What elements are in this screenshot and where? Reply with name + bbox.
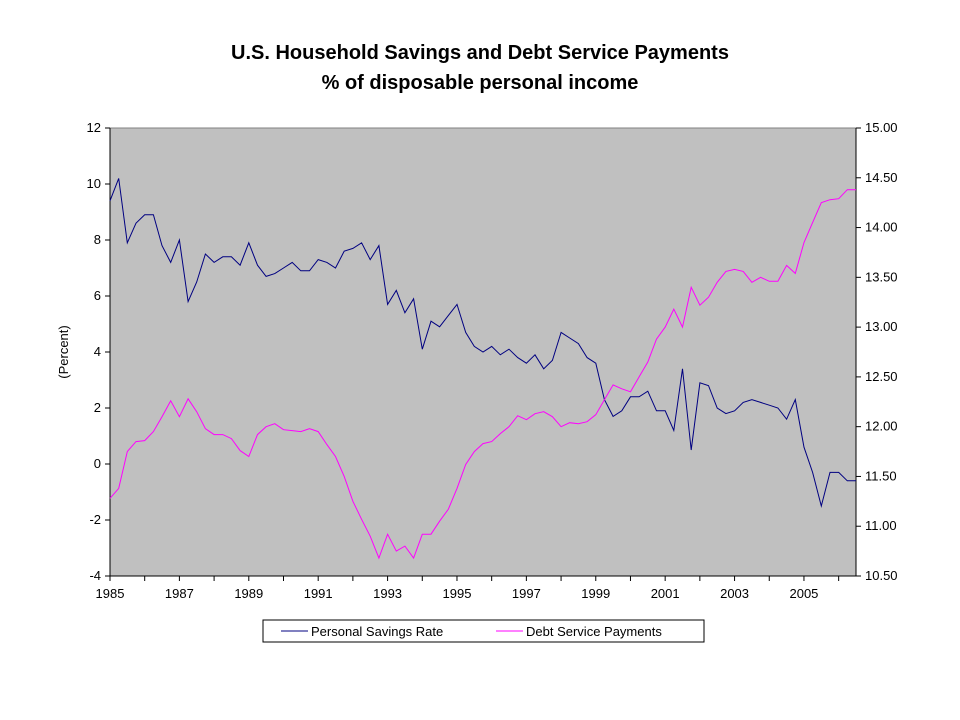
y-axis-label: (Percent) — [56, 325, 71, 378]
chart-title: U.S. Household Savings and Debt Service … — [231, 42, 729, 64]
series-line-personal-savings-rate — [109, 178, 856, 508]
y-right-tick-label: 11.00 — [865, 518, 897, 533]
legend: Personal Savings Rate Debt Service Payme… — [262, 619, 705, 643]
x-tick-label: 1991 — [304, 586, 333, 601]
x-tick-label: 2001 — [651, 586, 680, 601]
chart-subtitle: % of disposable personal income — [321, 72, 639, 94]
y-right-tick-label: 14.00 — [865, 220, 898, 235]
chart-title-block: U.S. Household Savings and Debt Service … — [0, 38, 960, 98]
y-left-tick-label: -2 — [89, 512, 101, 527]
y-left-tick-label: 6 — [94, 288, 101, 303]
y-right-tick-label: 13.50 — [865, 269, 898, 284]
x-tick-label: 1989 — [234, 586, 263, 601]
x-tick-label: 1985 — [96, 586, 125, 601]
y-right-tick-label: 12.50 — [865, 369, 898, 384]
x-tick-label: 1997 — [512, 586, 541, 601]
series-layer — [109, 178, 856, 560]
axes-layer: 12 10 8 6 4 2 0 -2 -4 15.00 14.50 14.00 13.50 13.00 12… — [87, 120, 898, 601]
y-left-tick-label: 8 — [94, 232, 101, 247]
legend-label-savings: Personal Savings Rate — [311, 624, 443, 639]
y-right-tick-label: 10.50 — [865, 568, 898, 583]
y-left-tick-label: 12 — [87, 120, 101, 135]
legend-label-debt: Debt Service Payments — [526, 624, 662, 639]
legend-box — [262, 619, 705, 643]
x-tick-label: 2005 — [789, 586, 818, 601]
x-tick-label: 1993 — [373, 586, 402, 601]
x-tick-label: 1999 — [581, 586, 610, 601]
y-right-tick-label: 11.50 — [865, 468, 897, 483]
y-right-tick-label: 15.00 — [865, 120, 898, 135]
y-left-tick-label: 2 — [94, 400, 101, 415]
y-left-tick-label: -4 — [89, 568, 101, 583]
x-tick-label: 1995 — [443, 586, 472, 601]
y-right-tick-label: 12.00 — [865, 419, 898, 434]
y-left-tick-label: 4 — [94, 344, 101, 359]
x-tick-label: 2003 — [720, 586, 749, 601]
y-left-tick-label: 0 — [94, 456, 101, 471]
y-right-tick-label: 14.50 — [865, 170, 898, 185]
y-right-tick-label: 13.00 — [865, 319, 898, 334]
x-tick-label: 1987 — [165, 586, 194, 601]
series-line-debt-service-payments — [109, 189, 856, 560]
y-left-tick-label: 10 — [87, 176, 101, 191]
